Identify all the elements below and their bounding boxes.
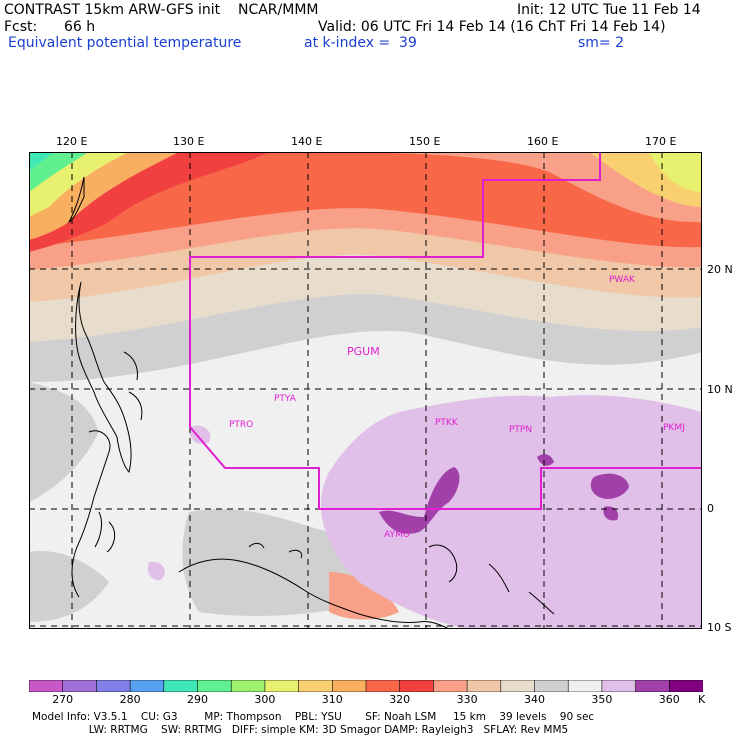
- color-swatch: [365, 680, 401, 692]
- coast-new-guinea: [178, 558, 450, 629]
- max-ptpn: [537, 454, 554, 466]
- color-swatch: [197, 680, 233, 692]
- model-info-line-2: LW: RRTMG SW: RRTMG DIFF: simple KM: 3D …: [32, 724, 569, 736]
- color-swatch: [129, 680, 165, 692]
- color-scale-tick-label: 330: [456, 693, 478, 706]
- model-info-line-1: Model Info: V3.5.1 CU: G3 MP: Thompson P…: [32, 711, 595, 723]
- lon-label-140: 140 E: [291, 135, 323, 148]
- patch-west-grey: [29, 382, 99, 502]
- color-scale-unit: K: [698, 693, 706, 706]
- color-swatch: [466, 680, 502, 692]
- coast-sulawesi: [94, 511, 116, 553]
- color-scale-tick-label: 310: [321, 693, 343, 706]
- color-swatch: [668, 680, 703, 692]
- lon-label-130: 130 E: [173, 135, 205, 148]
- color-swatch: [62, 680, 98, 692]
- color-swatch: [29, 680, 64, 692]
- coast-philippines: [75, 281, 132, 473]
- station-ptkk: PTKK: [435, 418, 459, 428]
- coast-new-britain: [428, 544, 458, 583]
- lat-lon-grid: [29, 152, 702, 629]
- color-scale-tick-label: 270: [52, 693, 74, 706]
- region-360-plus: [320, 395, 702, 629]
- color-scale-tick-label: 350: [591, 693, 613, 706]
- coast-solomons: [488, 563, 555, 615]
- color-swatch: [264, 680, 300, 692]
- coast-visayas: [123, 351, 143, 421]
- coastlines: [67, 176, 555, 629]
- station-pgum: PGUM: [347, 345, 380, 358]
- color-scale-bar: [29, 680, 703, 692]
- station-ptya: PTYA: [274, 394, 297, 404]
- color-scale-tick-label: 360: [658, 693, 680, 706]
- lon-label-120: 120 E: [56, 135, 88, 148]
- color-swatch: [331, 680, 367, 692]
- color-scale-tick-label: 340: [524, 693, 545, 706]
- color-scale-tick-label: 290: [187, 693, 208, 706]
- station-pkmj: PKMJ: [663, 423, 685, 433]
- level-index: at k-index = 39: [304, 35, 417, 51]
- valid-time: Valid: 06 UTC Fri 14 Feb 14 (16 ChT Fri …: [318, 19, 666, 35]
- max-east-small: [603, 506, 619, 521]
- max-central: [379, 467, 460, 534]
- color-swatch: [399, 680, 435, 692]
- patch-sw-moist: [147, 561, 165, 581]
- lat-label-10s: 10 S: [707, 621, 732, 634]
- patch-ng-warm: [329, 572, 399, 620]
- lon-label-170: 170 E: [645, 135, 677, 148]
- color-scale-tick-label: 300: [254, 693, 276, 706]
- color-swatch: [601, 680, 637, 692]
- lat-label-20n: 20 N: [707, 263, 733, 276]
- patch-sw-grey: [29, 551, 109, 622]
- field-name: Equivalent potential temperature: [8, 35, 242, 51]
- color-swatch: [567, 680, 603, 692]
- band-north-east-cold: [629, 152, 702, 192]
- map-frame: [29, 152, 702, 629]
- coast-taiwan: [67, 176, 85, 223]
- max-east: [590, 473, 629, 499]
- lon-label-150: 150 E: [409, 135, 441, 148]
- model-title: CONTRAST 15km ARW-GFS init NCAR/MMM: [4, 2, 319, 18]
- station-aymo: AYMO: [384, 530, 410, 540]
- station-ptpn: PTPN: [509, 425, 532, 435]
- band-west-300: [29, 152, 89, 192]
- patch-ptro: [189, 425, 211, 444]
- color-swatch: [635, 680, 671, 692]
- smoothing: sm= 2: [578, 35, 625, 51]
- color-swatch: [298, 680, 334, 692]
- color-swatch: [230, 680, 266, 692]
- coast-celebes: [71, 430, 111, 598]
- forecast-hour: 66 h: [64, 19, 96, 35]
- lat-label-0: 0: [707, 502, 714, 515]
- color-swatch: [96, 680, 131, 692]
- station-ptro: PTRO: [229, 420, 253, 430]
- color-swatch: [163, 680, 199, 692]
- color-swatch: [534, 680, 570, 692]
- coast-islands-north: [248, 542, 303, 559]
- station-pwak: PWAK: [609, 275, 636, 285]
- color-scale-tick-label: 280: [119, 693, 141, 706]
- band-west-290: [29, 152, 54, 172]
- color-swatch: [433, 680, 468, 692]
- theta-e-map: PWAK PGUM PTYA PTRO PTKK PTPN PKMJ AYMO: [29, 152, 702, 629]
- forecast-label: Fcst:: [4, 19, 38, 35]
- boundary-line: [189, 152, 702, 510]
- lat-label-10n: 10 N: [707, 383, 733, 396]
- init-time: Init: 12 UTC Tue 11 Feb 14: [517, 2, 701, 18]
- color-scale-tick-label: 320: [389, 693, 411, 706]
- lon-label-160: 160 E: [527, 135, 559, 148]
- color-swatch: [500, 680, 536, 692]
